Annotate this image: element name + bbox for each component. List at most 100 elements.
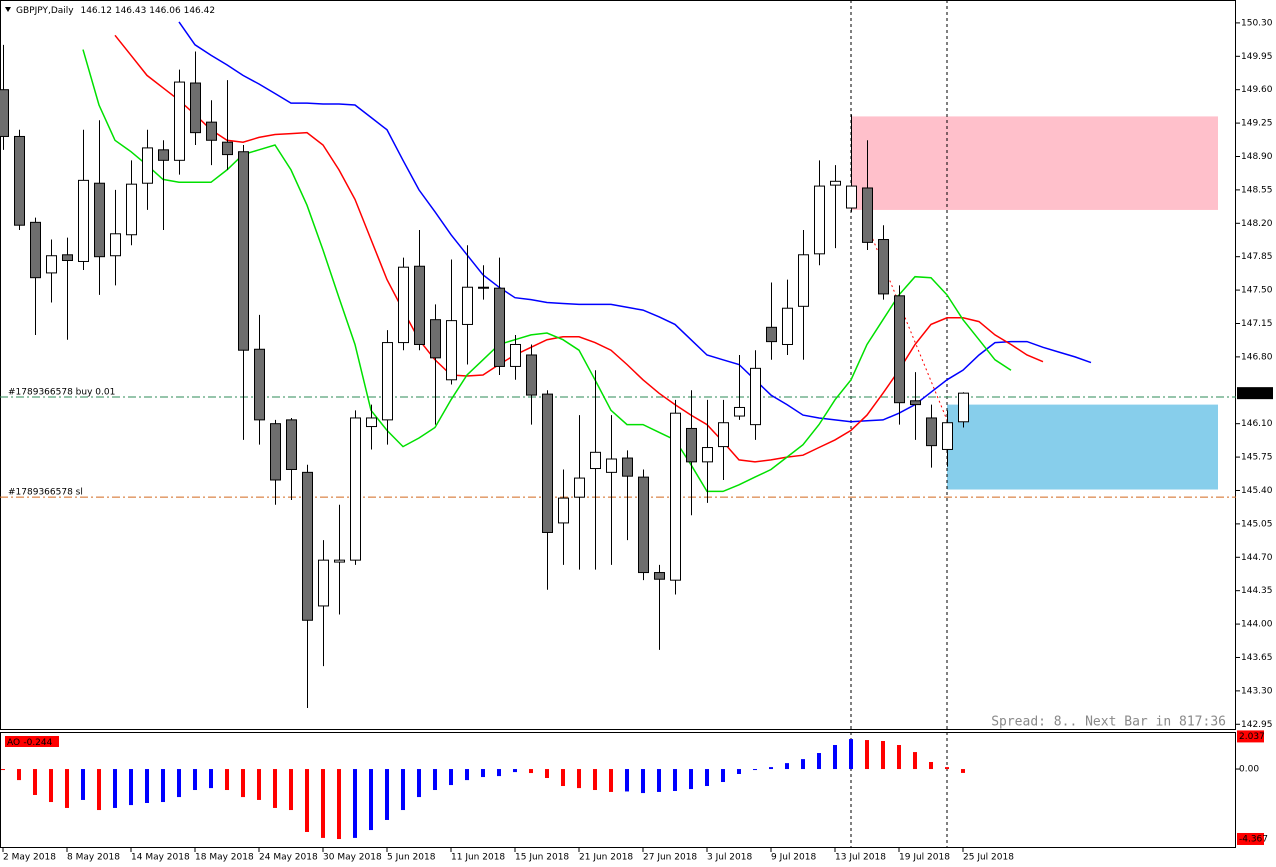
- oscillator-bar: [849, 739, 853, 770]
- status-text: Spread: 8.. Next Bar in 817:36: [991, 715, 1226, 730]
- candle-body: [606, 458, 617, 473]
- oscillator-bar: [497, 769, 501, 777]
- zone: [947, 404, 1218, 490]
- oscillator-value: -0.244: [23, 738, 52, 748]
- order-label: #1789366578 sl: [8, 488, 83, 498]
- oscillator-bar: [737, 769, 741, 775]
- oscillator-label: AO -0.244: [7, 738, 53, 748]
- header-open: 146.12: [80, 6, 112, 16]
- candle-body: [766, 326, 777, 343]
- y-tick-label: 148.55: [1241, 185, 1273, 195]
- y-tick-label: 144.00: [1241, 620, 1273, 630]
- oscillator-bar: [129, 769, 133, 806]
- y-tick-label: 149.95: [1241, 52, 1273, 62]
- candle-body: [30, 221, 41, 279]
- oscillator-bar: [609, 769, 613, 792]
- candle-body: [718, 422, 729, 448]
- candle-body: [654, 572, 665, 580]
- candle-body: [750, 367, 761, 426]
- oscillator-bar: [641, 769, 645, 794]
- oscillator-bar: [881, 741, 885, 770]
- candle-body: [158, 149, 169, 161]
- candle-body: [894, 295, 905, 404]
- chart-header: GBPJPY,Daily 146.12 146.43 146.06 146.42: [16, 6, 215, 16]
- oscillator-bar: [417, 769, 421, 798]
- oscillator-bar: [321, 769, 325, 838]
- x-tick-label: 11 Jun 2018: [451, 853, 505, 863]
- candle-body: [526, 354, 537, 396]
- y-tick-label: 142.95: [1241, 720, 1273, 730]
- moving-average: [114, 34, 1044, 463]
- oscillator-label-box: [5, 736, 59, 747]
- candle-body: [622, 457, 633, 477]
- y-tick-label: 150.30: [1241, 18, 1273, 28]
- y-tick-label: 146.10: [1241, 419, 1273, 429]
- oscillator-bar: [785, 763, 789, 770]
- y2-tick-box: [1237, 832, 1264, 845]
- candle-body: [110, 233, 121, 257]
- oscillator-bar: [465, 769, 469, 781]
- candle-body: [846, 185, 857, 209]
- candle-body: [542, 393, 553, 533]
- candle-body: [254, 348, 265, 421]
- oscillator-bar: [929, 761, 933, 770]
- candle-body: [590, 451, 601, 470]
- x-tick-label: 13 Jul 2018: [835, 853, 886, 863]
- y-tick-label: 148.20: [1241, 219, 1273, 229]
- oscillator-bar: [385, 769, 389, 820]
- oscillator-bar: [577, 769, 581, 789]
- candle-body: [798, 254, 809, 307]
- x-tick-label: 19 Jul 2018: [899, 853, 950, 863]
- zones: [851, 116, 1218, 490]
- y-tick-label: 145.40: [1241, 486, 1273, 496]
- candle-body: [366, 417, 377, 428]
- candle-body: [190, 82, 201, 134]
- y-tick-label: 148.90: [1241, 152, 1273, 162]
- x-tick-label: 21 Jun 2018: [579, 853, 633, 863]
- x-tick-label: 5 Jun 2018: [387, 853, 436, 863]
- candle-body: [46, 255, 57, 274]
- oscillator-bar: [225, 769, 229, 791]
- candle-body: [942, 422, 953, 450]
- moving-average: [82, 49, 1012, 493]
- candle-body: [558, 497, 569, 524]
- y2-tick-label: 0.00: [1239, 765, 1259, 775]
- oscillator-bar: [113, 769, 117, 808]
- oscillator-bar: [289, 769, 293, 811]
- candle-body: [734, 406, 745, 417]
- oscillator-bar: [817, 753, 821, 770]
- main-frame: [0, 0, 1236, 730]
- price-marker-label: 146.42: [1240, 389, 1272, 399]
- candle-body: [478, 286, 489, 289]
- header-close: 146.42: [184, 6, 216, 16]
- candle-body: [574, 477, 585, 498]
- oscillator-bar: [721, 769, 725, 783]
- x-tick-label: 9 Jul 2018: [771, 853, 816, 863]
- oscillator-bar: [513, 769, 517, 773]
- candle-body: [782, 307, 793, 345]
- menu-arrow[interactable]: [5, 7, 11, 12]
- oscillator-bar: [353, 769, 357, 838]
- candle-body: [446, 320, 457, 381]
- y-tick-label: 145.05: [1241, 519, 1273, 529]
- candle-body: [926, 417, 937, 447]
- candle-body: [0, 89, 9, 137]
- oscillator-bar: [689, 769, 693, 790]
- y-tick-label: 147.85: [1241, 252, 1273, 262]
- x-tick-label: 18 May 2018: [195, 853, 254, 863]
- candle-body: [62, 254, 73, 262]
- oscillator-bar: [241, 769, 245, 798]
- x-tick-label: 8 May 2018: [67, 853, 120, 863]
- oscillator-bar: [529, 769, 533, 774]
- y-tick-label: 143.30: [1241, 686, 1273, 696]
- candle-body: [142, 147, 153, 184]
- candle-body: [462, 286, 473, 325]
- candle-body: [222, 141, 233, 156]
- candle-body: [350, 417, 361, 561]
- y-tick-label: 149.60: [1241, 85, 1273, 95]
- oscillator-bar: [401, 769, 405, 811]
- candle-body: [910, 400, 921, 406]
- candle-body: [334, 559, 345, 563]
- x-tick-label: 2 May 2018: [3, 853, 56, 863]
